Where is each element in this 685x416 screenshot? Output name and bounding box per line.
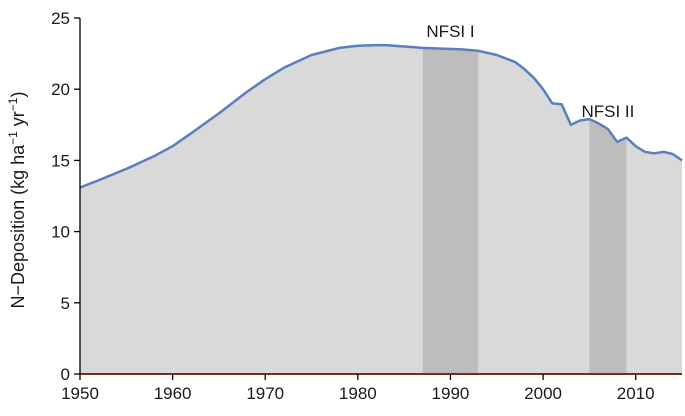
x-tick-label: 1960	[154, 384, 192, 403]
highlight-band-2	[589, 119, 627, 374]
y-axis: 0 5 10 15 20 25	[51, 9, 81, 384]
y-axis-title-end: )	[8, 92, 28, 98]
deposition-series-line	[79, 43, 683, 189]
x-tick-label: 1980	[339, 384, 377, 403]
highlight-label-2: NFSI II	[581, 102, 634, 121]
y-tick-label: 0	[61, 365, 70, 384]
x-ticks: 1950 1960 1970 1980 1990 2000 2010	[61, 374, 655, 403]
y-axis-title-sup2: −1	[6, 97, 20, 111]
highlight-labels: NFSI I NFSI II	[426, 22, 634, 121]
deposition-area-fill	[80, 45, 682, 374]
x-axis: 1950 1960 1970 1980 1990 2000 2010	[61, 374, 655, 403]
y-axis-title-sup1: −1	[6, 131, 20, 145]
x-tick-label: 1970	[246, 384, 284, 403]
x-tick-label: 2010	[617, 384, 655, 403]
y-tick-label: 25	[51, 9, 70, 28]
y-tick-label: 10	[51, 223, 70, 242]
highlight-band-1	[422, 47, 479, 375]
y-ticks: 0 5 10 15 20 25	[51, 9, 80, 384]
y-tick-label: 20	[51, 80, 70, 99]
y-axis-title: N−Deposition (kg ha−1 yr−1)	[6, 92, 28, 309]
highlight-label-1: NFSI I	[426, 22, 474, 41]
y-axis-title-mid: yr	[8, 111, 28, 131]
x-tick-label: 2000	[524, 384, 562, 403]
highlight-bands	[422, 47, 627, 375]
y-tick-label: 15	[51, 151, 70, 170]
x-tick-label: 1950	[61, 384, 99, 403]
x-tick-label: 1990	[432, 384, 470, 403]
y-tick-label: 5	[61, 294, 70, 313]
y-axis-title-base: N−Deposition (kg ha	[8, 144, 28, 309]
plot-area	[79, 43, 683, 375]
